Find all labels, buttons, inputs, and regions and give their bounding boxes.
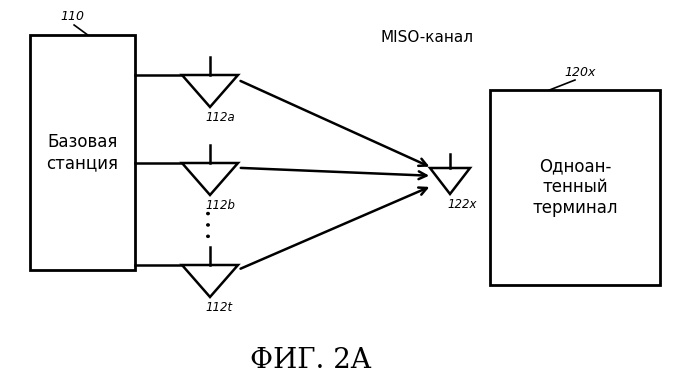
Text: 112a: 112a xyxy=(205,111,235,124)
Text: 110: 110 xyxy=(60,10,84,23)
Text: 120x: 120x xyxy=(564,67,596,79)
Text: 112t: 112t xyxy=(205,301,232,314)
Text: Одноан-
тенный
терминал: Одноан- тенный терминал xyxy=(532,158,617,217)
Bar xyxy=(490,90,660,285)
Bar xyxy=(30,35,135,270)
Text: 112b: 112b xyxy=(205,199,235,212)
Text: Базовая
станция: Базовая станция xyxy=(46,133,118,172)
Text: • • •: • • • xyxy=(204,209,216,239)
Text: 122x: 122x xyxy=(447,198,477,211)
Text: ФИГ. 2A: ФИГ. 2A xyxy=(249,346,370,373)
Text: MISO-канал: MISO-канал xyxy=(380,30,473,45)
